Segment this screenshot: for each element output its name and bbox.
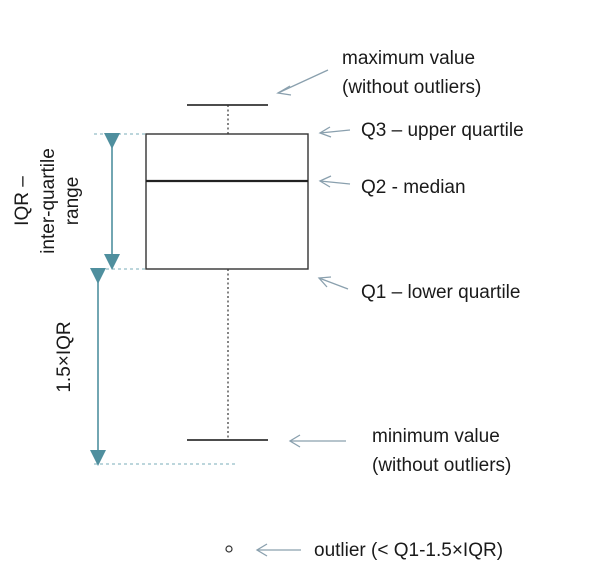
minimum-label-line1: minimum value bbox=[372, 426, 500, 447]
maximum-pointer-arrow bbox=[276, 69, 329, 96]
outlier-pointer-arrow bbox=[255, 543, 301, 557]
outlier-point bbox=[225, 545, 233, 553]
q3-pointer-arrow bbox=[318, 126, 351, 138]
q1-pointer-arrow bbox=[317, 276, 349, 290]
whisker-range-label: 1.5×IQR bbox=[54, 321, 75, 392]
iqr-label-line2: inter-quartile bbox=[38, 148, 59, 254]
minimum-pointer-arrow bbox=[288, 434, 346, 448]
maximum-label-line2: (without outliers) bbox=[342, 77, 481, 98]
q2-label: Q2 - median bbox=[361, 177, 466, 198]
outlier-label: outlier (< Q1-1.5×IQR) bbox=[314, 540, 503, 561]
minimum-label-line2: (without outliers) bbox=[372, 455, 511, 476]
q1-label: Q1 – lower quartile bbox=[361, 282, 520, 303]
q3-label: Q3 – upper quartile bbox=[361, 120, 524, 141]
maximum-label-line1: maximum value bbox=[342, 48, 475, 69]
iqr-label-line3: range bbox=[62, 177, 83, 226]
iqr-label-line1: IQR – bbox=[12, 176, 33, 226]
q2-pointer-arrow bbox=[318, 175, 351, 188]
iqr-box bbox=[145, 133, 309, 270]
